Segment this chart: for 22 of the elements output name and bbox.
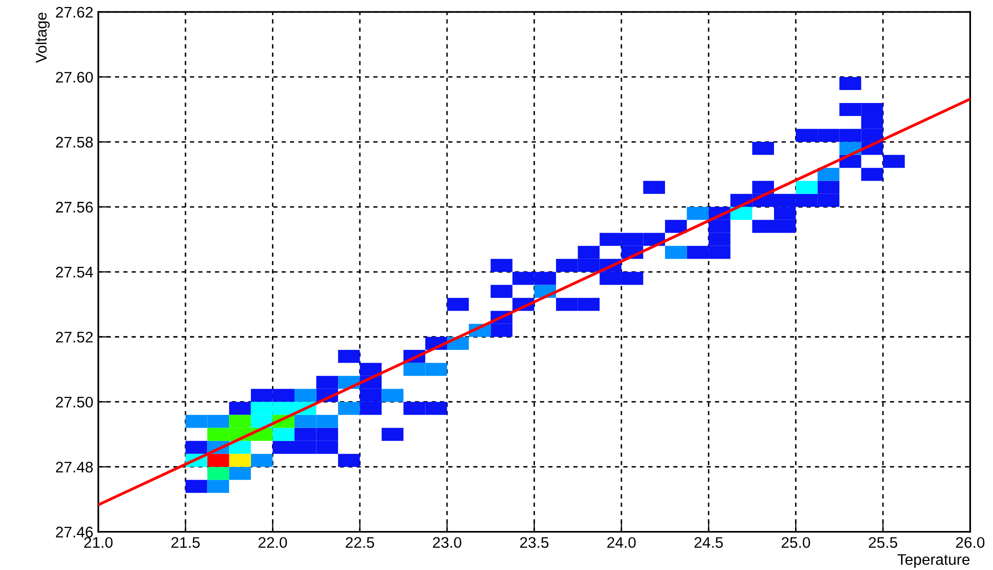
x-axis-title: Teperature [897,554,970,568]
x-tick-label: 23.5 [520,537,548,548]
x-tick-label: 24.0 [607,537,636,548]
x-tick-label: 26.0 [956,537,984,548]
y-tick-label: 27.48 [56,462,93,473]
x-tick-label: 22.0 [258,537,287,548]
x-tick-label: 25.5 [868,537,898,548]
y-tick-label: 27.62 [56,6,93,18]
x-tick-label: 23.0 [432,537,462,548]
y-axis-title: Voltage [35,12,50,63]
x-tick-label: 21.5 [171,537,200,548]
x-tick-label: 21.0 [84,537,113,548]
y-tick-label: 27.52 [56,332,93,343]
x-tick-label: 24.5 [694,537,723,548]
y-tick-label: 27.50 [56,396,93,408]
x-tick-label: 25.0 [782,537,810,548]
y-tick-label: 27.56 [56,202,93,213]
y-tick-label: 27.60 [56,72,93,83]
y-tick-label: 27.54 [56,266,93,278]
y-tick-label: 27.58 [56,136,93,148]
x-tick-label: 22.5 [346,537,374,548]
y-tick-label: 27.46 [56,526,93,538]
